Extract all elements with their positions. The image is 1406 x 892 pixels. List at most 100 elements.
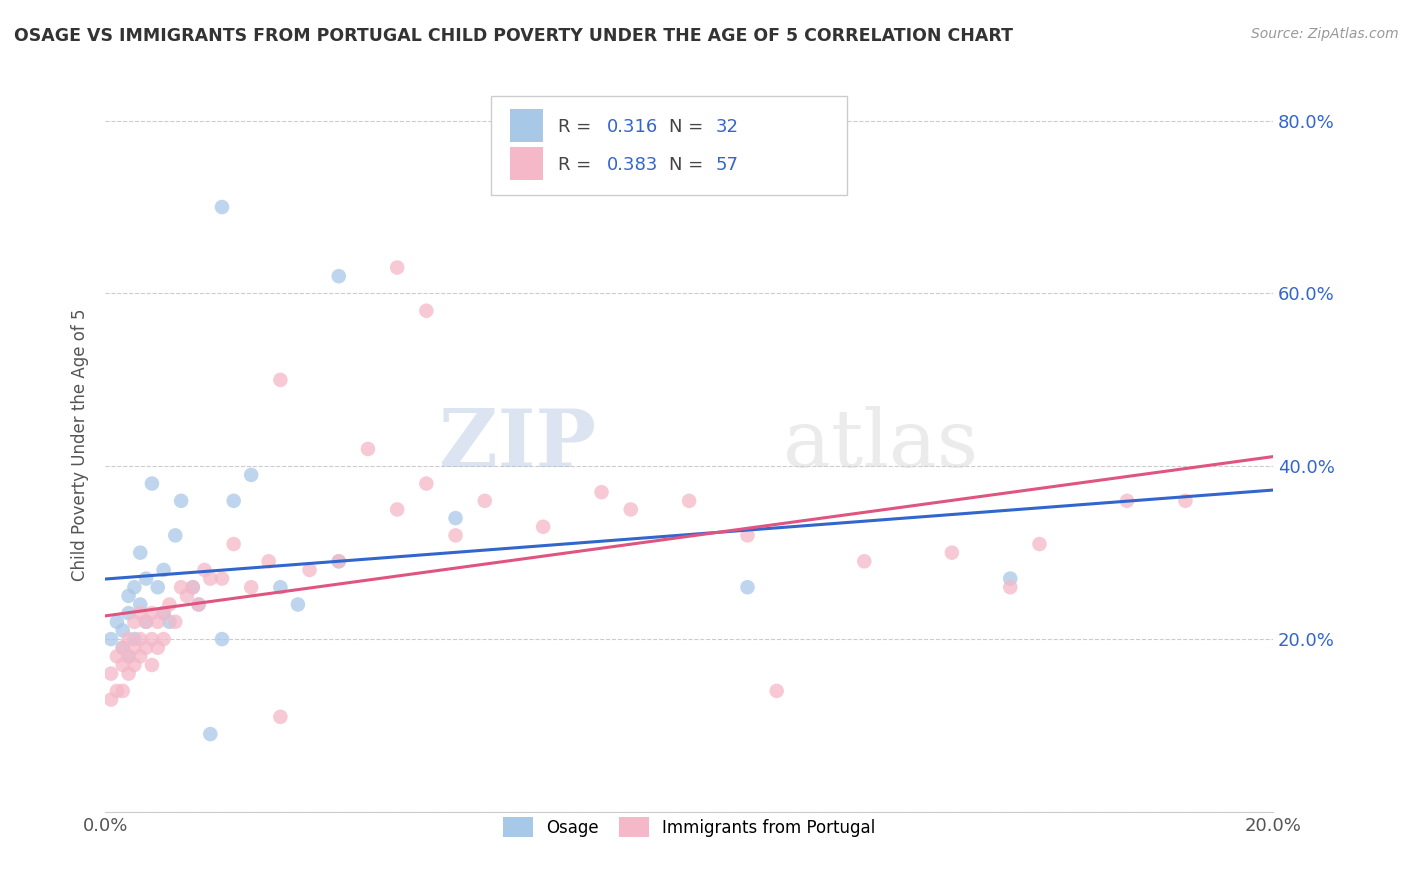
Point xyxy=(129,546,152,560)
Point xyxy=(187,598,209,612)
Point xyxy=(105,615,128,629)
Point xyxy=(678,493,700,508)
Point xyxy=(1000,580,1022,594)
Point xyxy=(737,528,759,542)
Point xyxy=(117,649,139,664)
Text: 0.383: 0.383 xyxy=(607,156,659,174)
Point xyxy=(105,684,128,698)
Point xyxy=(269,373,291,387)
Point xyxy=(100,666,122,681)
Bar xyxy=(510,147,543,180)
Point xyxy=(444,528,467,542)
Text: 57: 57 xyxy=(716,156,740,174)
Point xyxy=(415,476,437,491)
Point xyxy=(124,640,146,655)
Point xyxy=(240,467,263,482)
Point xyxy=(328,269,350,284)
Point xyxy=(146,640,169,655)
Bar xyxy=(510,109,543,142)
Point xyxy=(474,493,496,508)
Point xyxy=(222,493,245,508)
Point xyxy=(129,606,152,620)
Point xyxy=(170,580,193,594)
Point xyxy=(152,606,174,620)
Point xyxy=(415,303,437,318)
Point xyxy=(141,632,163,646)
Point xyxy=(135,615,157,629)
Point xyxy=(222,537,245,551)
Point xyxy=(737,580,759,594)
Point xyxy=(159,615,181,629)
Point xyxy=(152,563,174,577)
Point xyxy=(765,684,787,698)
Text: 32: 32 xyxy=(716,118,740,136)
Point xyxy=(141,606,163,620)
Point xyxy=(385,260,408,275)
Point xyxy=(135,640,157,655)
Text: N =: N = xyxy=(669,118,709,136)
Point xyxy=(257,554,280,568)
Point xyxy=(240,580,263,594)
Point xyxy=(165,528,187,542)
Point xyxy=(117,649,139,664)
Point xyxy=(187,598,209,612)
Text: R =: R = xyxy=(558,156,598,174)
Point xyxy=(111,640,134,655)
Point xyxy=(124,632,146,646)
Point xyxy=(269,710,291,724)
Point xyxy=(620,502,643,516)
Point xyxy=(146,580,169,594)
Text: R =: R = xyxy=(558,118,598,136)
Point xyxy=(193,563,215,577)
Point xyxy=(1174,493,1197,508)
Point xyxy=(129,598,152,612)
Point xyxy=(165,615,187,629)
Point xyxy=(146,615,169,629)
Point xyxy=(152,606,174,620)
Point xyxy=(170,493,193,508)
Point xyxy=(1028,537,1050,551)
Point xyxy=(853,554,876,568)
Point xyxy=(1000,572,1022,586)
Point xyxy=(135,615,157,629)
Point xyxy=(124,580,146,594)
Point xyxy=(129,632,152,646)
Point xyxy=(117,632,139,646)
Point xyxy=(941,546,963,560)
Text: 0.316: 0.316 xyxy=(607,118,658,136)
Point xyxy=(152,632,174,646)
Point xyxy=(117,666,139,681)
Point xyxy=(129,649,152,664)
Point xyxy=(591,485,613,500)
Point xyxy=(328,554,350,568)
Text: N =: N = xyxy=(669,156,709,174)
Point xyxy=(269,580,291,594)
Point xyxy=(357,442,380,456)
Point xyxy=(176,589,198,603)
Point xyxy=(141,476,163,491)
Point xyxy=(200,572,222,586)
Legend: Osage, Immigrants from Portugal: Osage, Immigrants from Portugal xyxy=(496,810,882,844)
Point xyxy=(111,658,134,673)
Point xyxy=(200,727,222,741)
Point xyxy=(444,511,467,525)
Point xyxy=(287,598,309,612)
Point xyxy=(211,632,233,646)
Point xyxy=(298,563,321,577)
Point xyxy=(100,632,122,646)
Point xyxy=(328,554,350,568)
Y-axis label: Child Poverty Under the Age of 5: Child Poverty Under the Age of 5 xyxy=(72,309,89,581)
Point xyxy=(117,606,139,620)
Point xyxy=(1116,493,1139,508)
Point xyxy=(531,520,554,534)
Point xyxy=(111,684,134,698)
Point xyxy=(159,598,181,612)
Point xyxy=(111,640,134,655)
Text: ZIP: ZIP xyxy=(439,406,596,483)
Text: Source: ZipAtlas.com: Source: ZipAtlas.com xyxy=(1251,27,1399,41)
Point xyxy=(181,580,204,594)
FancyBboxPatch shape xyxy=(491,95,846,195)
Point xyxy=(211,200,233,214)
Point xyxy=(111,624,134,638)
Text: atlas: atlas xyxy=(783,406,977,483)
